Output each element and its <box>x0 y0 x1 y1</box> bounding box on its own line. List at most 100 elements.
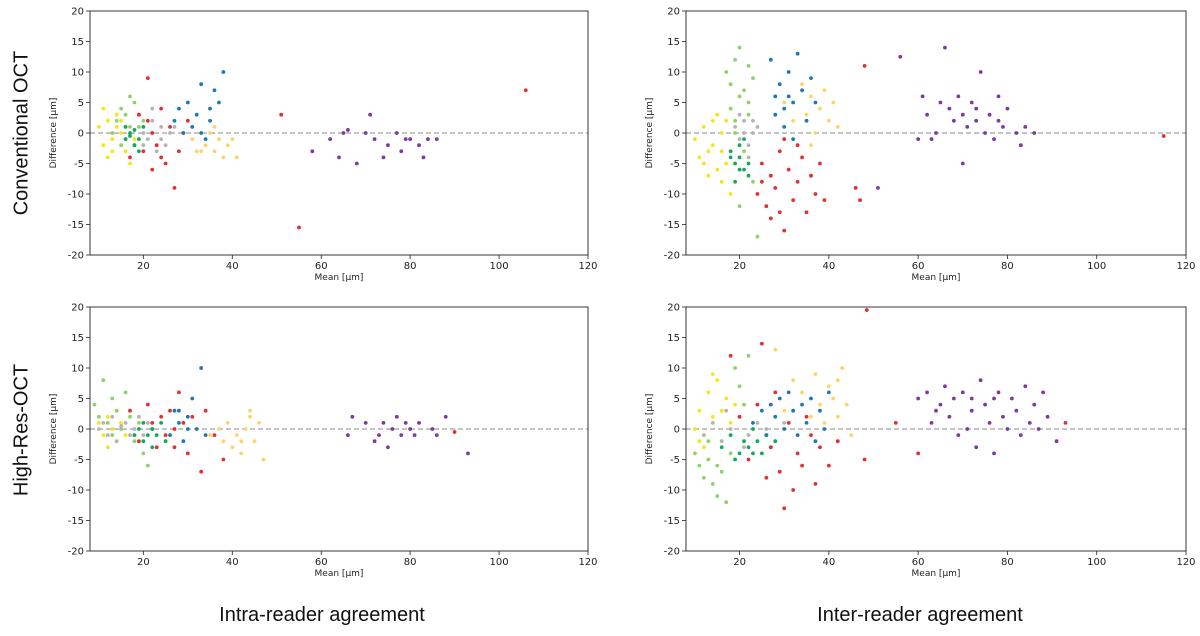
data-point <box>132 427 137 431</box>
y-tick-label: 0 <box>78 425 84 436</box>
data-point <box>430 427 435 431</box>
data-point <box>782 427 787 431</box>
data-point <box>951 396 956 401</box>
data-point <box>934 131 938 135</box>
y-tick-label: 20 <box>667 303 680 314</box>
data-point <box>773 112 778 117</box>
data-point <box>114 439 119 444</box>
data-point <box>965 427 970 431</box>
data-point <box>813 100 818 105</box>
data-point <box>523 88 528 93</box>
data-point <box>372 439 377 444</box>
data-point <box>1009 396 1014 401</box>
data-point <box>150 131 155 135</box>
data-point <box>862 64 867 68</box>
data-point <box>199 82 204 87</box>
data-point <box>773 414 778 419</box>
data-point <box>466 451 470 456</box>
x-tick-label: 40 <box>822 557 835 568</box>
data-point <box>386 143 390 148</box>
data-point <box>150 167 155 172</box>
y-tick-label: 15 <box>667 333 680 344</box>
data-point <box>876 186 880 190</box>
data-point <box>693 137 697 142</box>
x-tick-label: 60 <box>912 261 925 272</box>
data-point <box>368 112 373 117</box>
data-point <box>773 186 778 190</box>
data-point <box>728 353 733 358</box>
data-point <box>782 106 787 111</box>
data-point <box>710 414 715 419</box>
data-point <box>239 451 244 456</box>
data-point <box>791 408 796 413</box>
data-point <box>217 427 221 431</box>
data-point <box>809 414 813 419</box>
data-point <box>943 45 947 50</box>
data-point <box>96 421 101 425</box>
data-point <box>742 118 746 123</box>
data-point <box>724 500 729 505</box>
data-point <box>862 457 867 462</box>
data-point <box>199 469 204 474</box>
data-point <box>777 396 782 401</box>
y-tick-label: 10 <box>667 68 680 79</box>
data-point <box>208 118 212 123</box>
data-point <box>345 128 350 132</box>
data-point <box>123 125 128 129</box>
data-point <box>710 421 715 425</box>
data-point <box>835 439 840 444</box>
data-point <box>381 421 386 425</box>
data-point <box>786 70 791 74</box>
data-point <box>110 433 115 437</box>
data-point <box>809 94 813 99</box>
data-point <box>1001 414 1005 419</box>
x-tick-label: 20 <box>733 261 746 272</box>
data-point <box>234 155 239 160</box>
y-tick-label: -10 <box>68 486 84 497</box>
data-point <box>150 427 155 431</box>
data-point <box>746 143 751 148</box>
data-point <box>154 149 159 154</box>
data-point <box>804 118 809 123</box>
data-point <box>390 427 395 431</box>
data-point <box>128 161 132 166</box>
row-label-highres-text: High-Res-OCT <box>10 364 32 496</box>
data-point <box>768 216 773 221</box>
y-tick-label: -15 <box>664 516 680 527</box>
data-point <box>746 161 751 166</box>
data-point <box>150 445 155 450</box>
data-point <box>417 143 421 148</box>
x-tick-label: 100 <box>1087 557 1106 568</box>
data-point <box>101 106 106 111</box>
data-point <box>185 451 190 456</box>
data-point <box>893 421 898 425</box>
data-point <box>128 94 132 99</box>
data-point <box>791 198 796 203</box>
data-point <box>795 451 800 456</box>
data-point <box>746 353 751 358</box>
data-point <box>137 427 141 431</box>
data-point <box>345 433 350 437</box>
data-point <box>119 421 124 425</box>
data-point <box>956 94 961 99</box>
data-point <box>818 161 822 166</box>
data-point <box>199 131 204 135</box>
data-point <box>221 439 226 444</box>
data-point <box>835 125 840 129</box>
data-point <box>804 414 809 419</box>
data-point <box>212 125 217 129</box>
data-point <box>137 125 141 129</box>
data-point <box>128 134 132 138</box>
row-label-highres: High-Res-OCT <box>10 364 32 496</box>
x-tick-label: 80 <box>404 557 417 568</box>
data-point <box>733 161 738 166</box>
data-point <box>835 414 840 419</box>
data-point <box>786 421 791 425</box>
data-point <box>101 378 106 383</box>
data-point <box>978 378 983 383</box>
y-tick-label: 5 <box>674 98 680 109</box>
x-tick-label: 40 <box>226 557 239 568</box>
data-point <box>452 430 457 434</box>
x-tick-label: 100 <box>1087 261 1106 272</box>
data-point <box>114 118 119 123</box>
